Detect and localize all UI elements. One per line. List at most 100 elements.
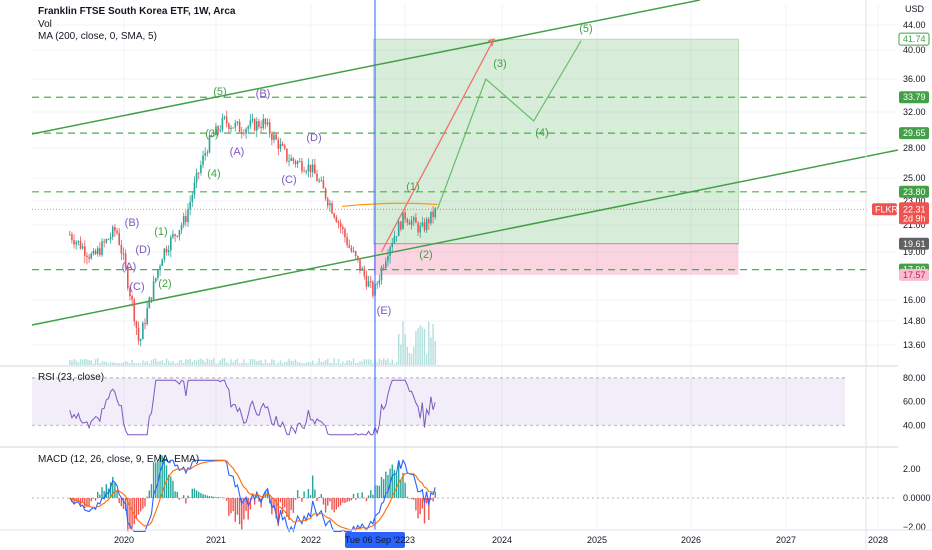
projection-path[interactable] xyxy=(436,40,582,210)
time-axis[interactable]: 202020212022202320242025202620272028Tue … xyxy=(114,532,888,548)
candle xyxy=(185,216,187,223)
price-tag: 29.65 xyxy=(903,128,926,138)
rsi-legend[interactable]: RSI (23, close) xyxy=(38,372,105,383)
candle xyxy=(127,267,129,289)
candle xyxy=(421,222,424,226)
macd-histogram-bar xyxy=(290,498,292,511)
macd-histogram-bar xyxy=(329,498,331,502)
volume-bar xyxy=(191,361,193,365)
candle xyxy=(79,240,82,249)
price-axis-label: 40.00 xyxy=(903,45,926,55)
macd-histogram-bar xyxy=(408,498,411,499)
candle xyxy=(397,221,400,237)
symbol-label: FLKR xyxy=(875,204,899,214)
price-tag: 23.80 xyxy=(903,187,926,197)
rsi-axis-label: 60.00 xyxy=(903,397,926,407)
macd-histogram-bar xyxy=(71,498,73,503)
candle xyxy=(105,239,108,243)
volume-bar xyxy=(404,334,406,365)
macd-histogram-bar xyxy=(269,498,271,504)
macd-histogram-bar xyxy=(200,493,202,498)
macd-histogram-bar xyxy=(251,498,254,499)
channel-upper-line[interactable] xyxy=(31,0,701,135)
candle xyxy=(296,161,299,165)
wave-label: (A) xyxy=(230,146,245,158)
candle xyxy=(352,251,355,253)
price-tag-badge xyxy=(898,32,930,46)
candle xyxy=(92,250,95,254)
macd-histogram-bar xyxy=(339,498,342,506)
candle xyxy=(292,158,295,162)
macd-histogram-bar xyxy=(275,498,277,519)
volume-bar xyxy=(94,359,97,365)
macd-axis[interactable]: 2.00 0.0000 −2.00 xyxy=(903,464,931,532)
macd-legend[interactable]: MACD (12, 26, close, 9, EMA, EMA) xyxy=(38,454,200,465)
volume-bar xyxy=(71,360,73,365)
candle xyxy=(215,126,217,136)
volume-label[interactable]: Vol xyxy=(38,18,52,30)
candle xyxy=(148,297,151,309)
candle xyxy=(124,253,127,268)
target-profit-zone[interactable] xyxy=(373,38,739,245)
candle xyxy=(277,139,280,149)
volume-bar xyxy=(290,360,292,365)
volume-bar xyxy=(120,362,123,365)
rsi-axis[interactable]: 80.00 60.00 40.00 xyxy=(903,373,926,430)
wave-label: (D) xyxy=(135,244,150,256)
macd-histogram-bar xyxy=(299,497,301,498)
candle xyxy=(286,148,288,161)
volume-bar xyxy=(122,362,125,365)
volume-bar xyxy=(236,358,239,365)
projection-arrow[interactable] xyxy=(380,38,495,253)
volume-bar xyxy=(84,358,86,365)
volume-bar xyxy=(204,361,206,365)
price-axis[interactable]: USD 44.00 40.00 36.00 32.00 28.00 25.00 23.00 21… xyxy=(903,4,926,350)
macd-histogram-bar xyxy=(410,498,413,500)
volume-bar xyxy=(86,359,88,365)
macd-histogram-bar xyxy=(172,480,174,498)
volume-bar xyxy=(419,325,421,365)
volume-bar xyxy=(206,358,209,365)
volume-bar xyxy=(271,359,273,365)
macd-histogram-bar xyxy=(337,498,340,508)
volume-bar xyxy=(363,359,365,365)
candle xyxy=(200,164,202,173)
macd-histogram-bar xyxy=(428,498,430,520)
volume-bar xyxy=(387,358,389,365)
candle xyxy=(369,281,372,283)
macd-histogram-bar xyxy=(191,488,193,498)
volume-bar xyxy=(165,358,168,365)
macd-histogram-bar xyxy=(142,498,144,509)
macd-histogram-bar xyxy=(73,498,75,505)
volume-bar xyxy=(357,362,359,365)
volume-bar xyxy=(200,358,202,365)
volume-bar xyxy=(398,333,400,365)
volume-bar xyxy=(277,362,279,365)
candle xyxy=(120,244,123,254)
macd-histogram-bar xyxy=(137,498,140,515)
volume-bar xyxy=(316,362,318,365)
time-axis-label: 2024 xyxy=(492,535,512,545)
macd-histogram-bar xyxy=(94,498,97,501)
volume-bar xyxy=(131,359,133,365)
candle xyxy=(135,321,138,328)
candle xyxy=(86,255,88,258)
ma-label[interactable]: MA (200, close, 0, SMA, 5) xyxy=(38,31,157,42)
candle xyxy=(425,219,428,231)
candle xyxy=(342,226,344,230)
volume-bar xyxy=(251,359,254,365)
candle xyxy=(303,170,305,172)
macd-histogram-bar xyxy=(249,498,252,510)
symbol-title[interactable]: Franklin FTSE South Korea ETF, 1W, Arca xyxy=(38,6,236,17)
macd-histogram-bar xyxy=(88,498,90,507)
macd-histogram-bar xyxy=(144,498,146,507)
candle xyxy=(380,267,383,281)
channel-lower-line[interactable] xyxy=(31,149,899,326)
volume-bar xyxy=(337,359,340,365)
macd-histogram-bar xyxy=(174,491,176,498)
macd-histogram-bar xyxy=(281,498,284,514)
price-axis-currency: USD xyxy=(905,4,925,14)
candle xyxy=(137,327,140,341)
candle xyxy=(189,201,191,210)
